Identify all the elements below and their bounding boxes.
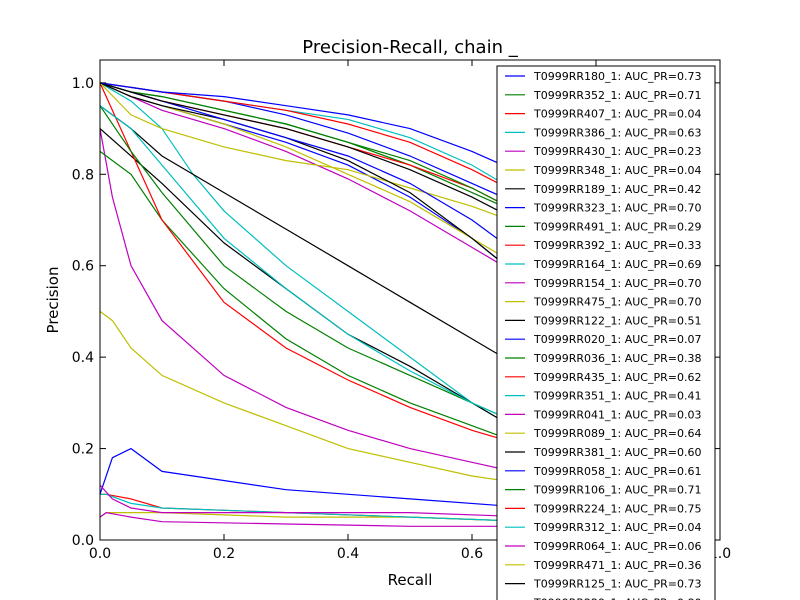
legend-label-15: T0999RR036_1: AUC_PR=0.38	[533, 352, 701, 365]
plot-frame	[99, 59, 721, 541]
legend-label-11: T0999RR154_1: AUC_PR=0.70	[533, 277, 701, 290]
legend-label-16: T0999RR435_1: AUC_PR=0.62	[533, 371, 701, 384]
legend-label-8: T0999RR491_1: AUC_PR=0.29	[533, 220, 701, 233]
legend-label-27: T0999RR125_1: AUC_PR=0.73	[533, 578, 701, 591]
series-line-24	[100, 493, 535, 523]
legend-label-18: T0999RR041_1: AUC_PR=0.03	[533, 408, 701, 421]
series-line-18	[100, 511, 534, 527]
legend-label-0: T0999RR180_1: AUC_PR=0.73	[533, 70, 701, 83]
x-axis-label: Recall	[388, 571, 433, 589]
legend-label-6: T0999RR189_1: AUC_PR=0.42	[533, 183, 701, 196]
legend-label-14: T0999RR020_1: AUC_PR=0.07	[533, 333, 701, 346]
legend-label-13: T0999RR122_1: AUC_PR=0.51	[533, 314, 701, 327]
legend-label-10: T0999RR164_1: AUC_PR=0.69	[533, 258, 701, 271]
series-layer	[100, 82, 535, 527]
legend-label-2: T0999RR407_1: AUC_PR=0.04	[533, 108, 701, 121]
legend-label-5: T0999RR348_1: AUC_PR=0.04	[533, 164, 701, 177]
y-tick-label-4: 0.8	[72, 167, 94, 183]
legend-label-3: T0999RR386_1: AUC_PR=0.63	[533, 126, 701, 139]
legend-label-26: T0999RR471_1: AUC_PR=0.36	[533, 559, 701, 572]
legend-label-22: T0999RR106_1: AUC_PR=0.71	[533, 484, 701, 497]
series-line-8	[100, 150, 535, 450]
legend-label-4: T0999RR430_1: AUC_PR=0.23	[533, 145, 701, 158]
series-line-26	[100, 310, 535, 486]
legend-label-1: T0999RR352_1: AUC_PR=0.71	[533, 89, 701, 102]
y-axis-ticks: 0.0 0.2 0.4 0.6 0.8 1.0	[72, 76, 720, 549]
series-line-17	[100, 105, 535, 431]
series-line-9	[100, 82, 535, 450]
legend-label-7: T0999RR323_1: AUC_PR=0.70	[533, 202, 701, 215]
y-tick-label-1: 0.2	[72, 442, 94, 458]
legend-label-17: T0999RR351_1: AUC_PR=0.41	[533, 390, 701, 403]
legend: T0999RR180_1: AUC_PR=0.73 T0999RR352_1: A…	[496, 65, 716, 600]
x-tick-label-3: 0.6	[461, 546, 483, 562]
series-line-14	[100, 447, 535, 509]
y-tick-label-3: 0.6	[72, 259, 94, 275]
legend-label-12: T0999RR475_1: AUC_PR=0.70	[533, 296, 701, 309]
series-line-27	[100, 82, 535, 230]
series-line-3	[100, 82, 535, 440]
series-line-15	[100, 105, 535, 431]
legend-label-20: T0999RR381_1: AUC_PR=0.60	[533, 446, 701, 459]
y-tick-label-0: 0.0	[72, 533, 94, 549]
legend-label-28: T0999RR229_1: AUC_PR=0.80	[533, 596, 701, 600]
series-line-12	[100, 82, 535, 230]
y-tick-label-5: 1.0	[72, 76, 94, 92]
series-line-25	[100, 484, 535, 518]
series-line-4	[100, 128, 535, 477]
legend-label-24: T0999RR312_1: AUC_PR=0.04	[533, 521, 701, 534]
series-line-11	[100, 82, 535, 285]
legend-label-21: T0999RR058_1: AUC_PR=0.61	[533, 465, 701, 478]
y-tick-label-2: 0.4	[72, 350, 94, 366]
y-axis-label: Precision	[44, 267, 62, 334]
legend-box	[496, 65, 716, 600]
legend-label-25: T0999RR064_1: AUC_PR=0.06	[533, 540, 701, 553]
legend-label-9: T0999RR392_1: AUC_PR=0.33	[533, 239, 701, 252]
series-line-22	[100, 82, 535, 221]
series-line-28	[100, 82, 535, 180]
x-tick-label-2: 0.4	[337, 546, 359, 562]
series-line-13	[100, 105, 535, 376]
legend-label-19: T0999RR089_1: AUC_PR=0.64	[533, 427, 701, 440]
x-tick-label-0: 0.0	[89, 546, 111, 562]
legend-label-23: T0999RR224_1: AUC_PR=0.75	[533, 502, 701, 515]
chart-title: Precision-Recall, chain _	[302, 37, 518, 58]
x-tick-label-1: 0.2	[213, 546, 235, 562]
